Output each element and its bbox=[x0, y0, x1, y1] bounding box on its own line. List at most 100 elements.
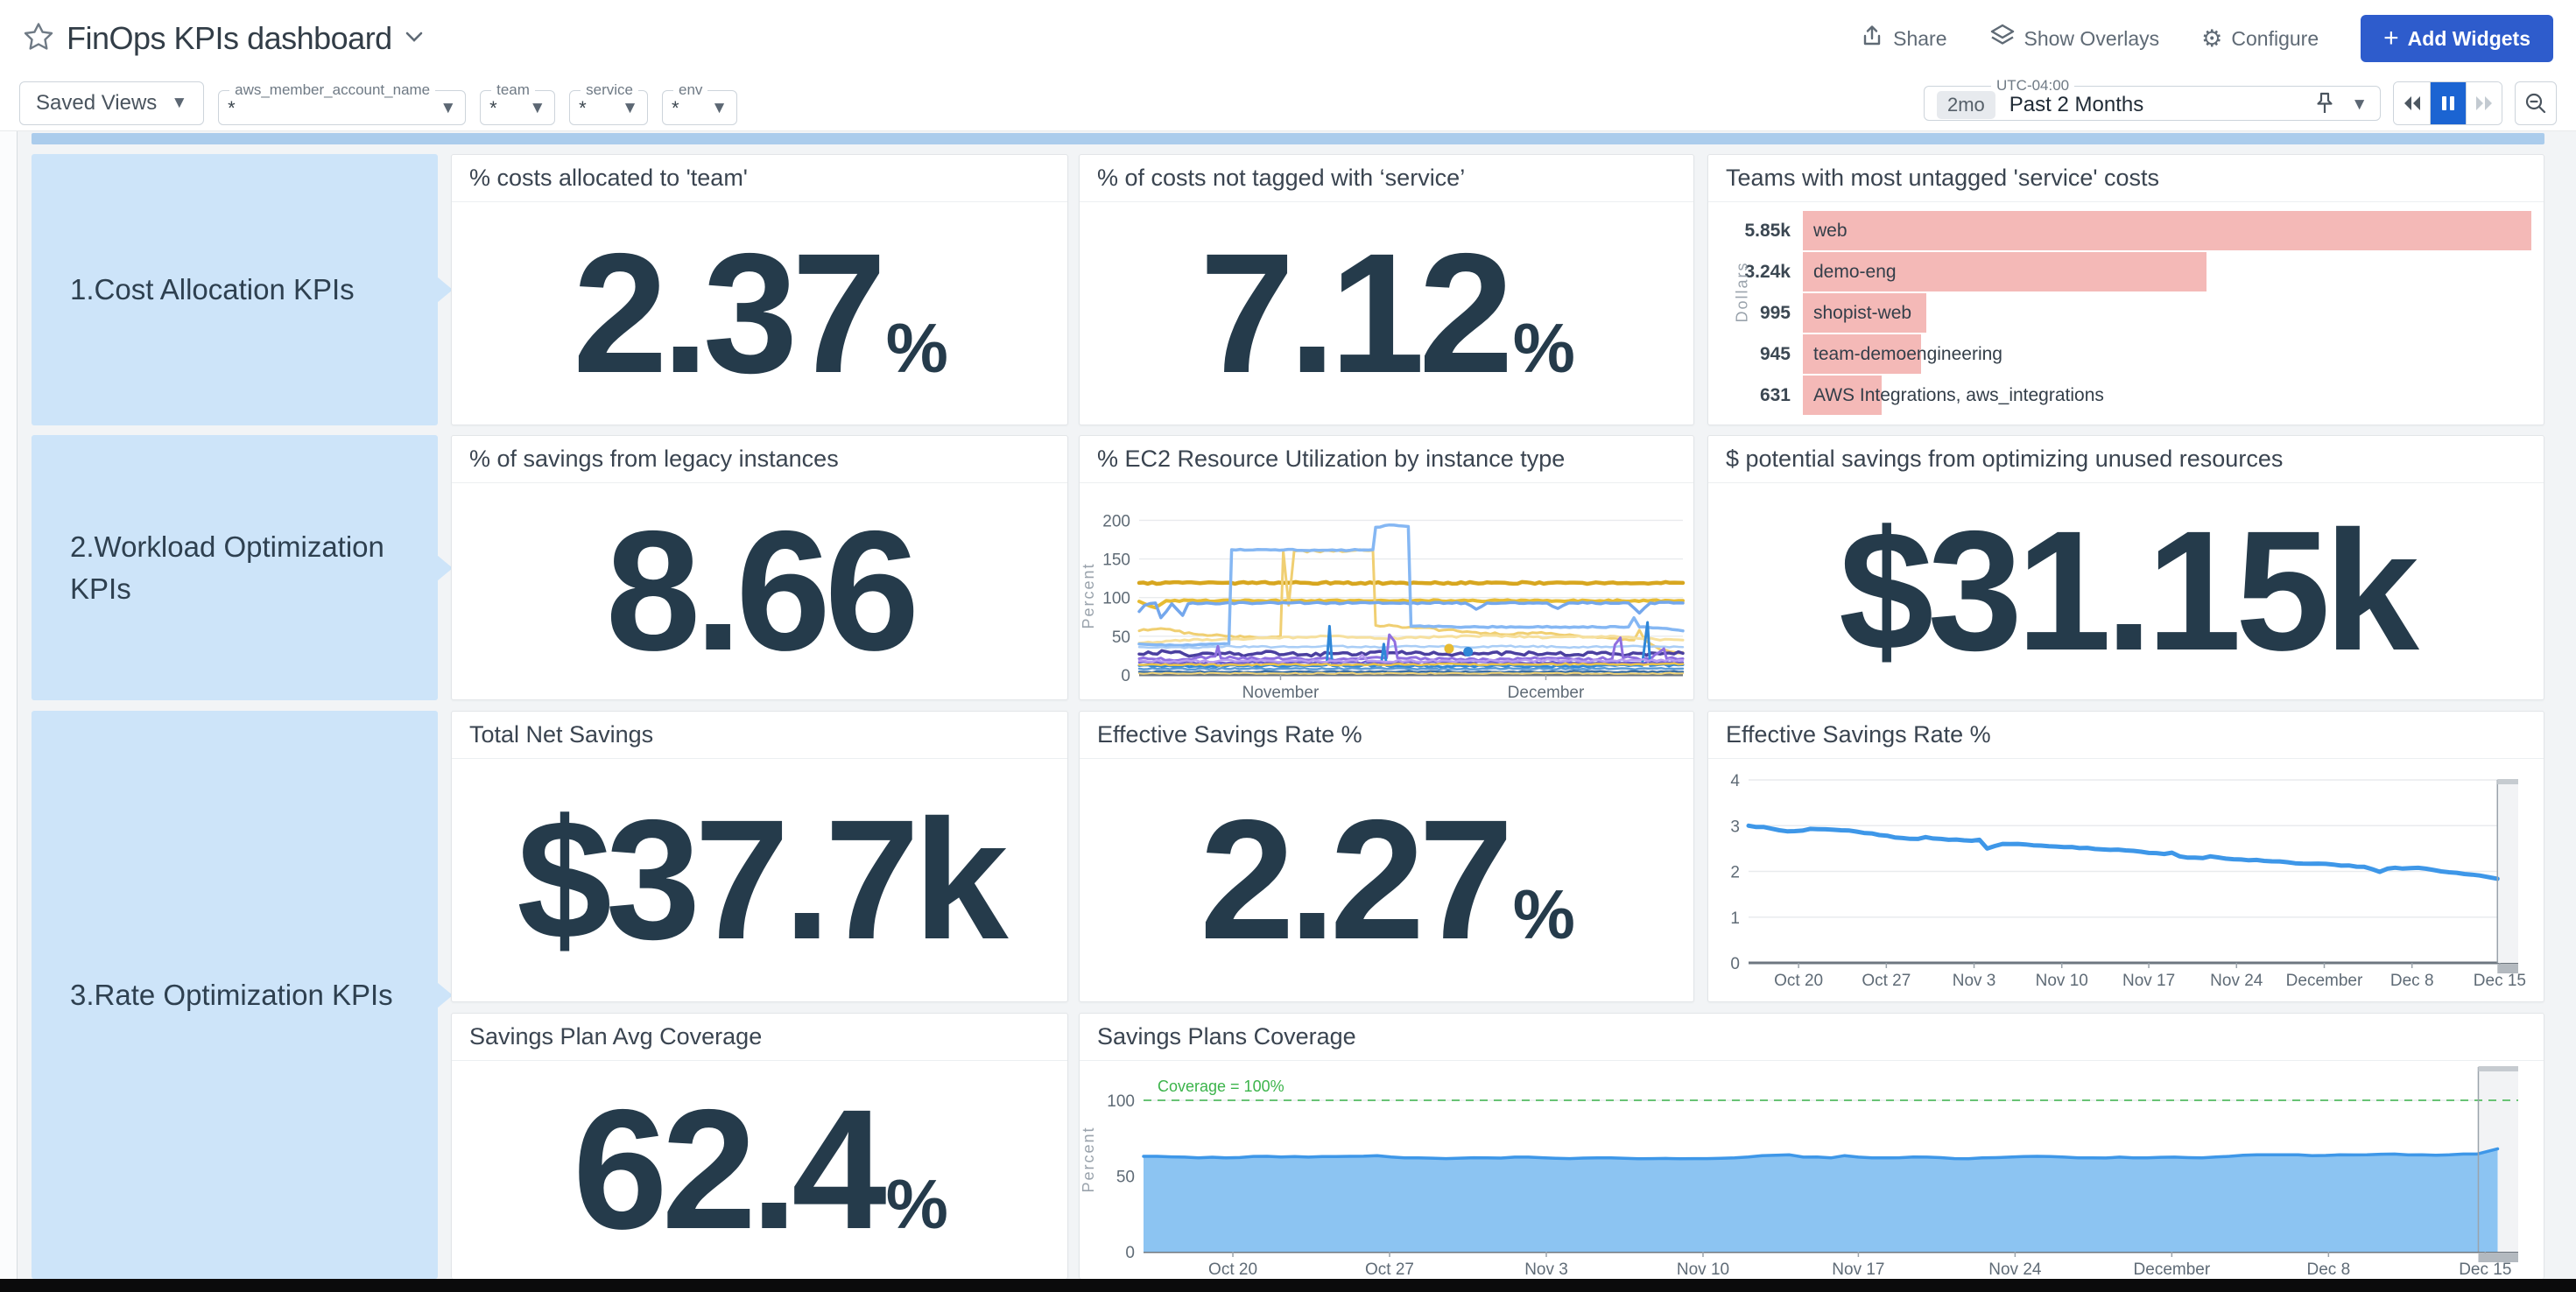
svg-text:0: 0 bbox=[1125, 1244, 1135, 1262]
toplist-row[interactable]: 995 shopist-web bbox=[1708, 293, 2531, 333]
section-note-rate-optimization: 3.Rate Optimization KPIs bbox=[32, 711, 453, 1279]
scrolled-note-edge bbox=[32, 133, 2544, 144]
template-variable-filter[interactable]: aws_member_account_name * ▼ bbox=[218, 81, 467, 125]
svg-text:1: 1 bbox=[1730, 909, 1740, 928]
query-value: 8.66 bbox=[605, 495, 920, 686]
page-title: FinOps KPIs dashboard bbox=[67, 20, 392, 56]
toplist-row[interactable]: 945 team-demoengineering bbox=[1708, 334, 2531, 374]
toplist-track: shopist-web bbox=[1803, 293, 2531, 333]
widget-total-net-savings[interactable]: Total Net Savings $37.7k bbox=[451, 711, 1068, 1002]
chevron-down-icon: ▼ bbox=[440, 99, 457, 117]
widget-title: Teams with most untagged 'service' costs bbox=[1708, 155, 2544, 202]
toplist-bar bbox=[1803, 293, 1927, 333]
show-overlays-button[interactable]: Show Overlays bbox=[1989, 23, 2159, 54]
star-icon[interactable] bbox=[23, 21, 54, 57]
pin-icon[interactable] bbox=[2314, 92, 2335, 119]
query-value: 7.12% bbox=[1200, 217, 1575, 409]
pause-button[interactable] bbox=[2430, 82, 2466, 124]
widget-sp-avg-coverage[interactable]: Savings Plan Avg Coverage 62.4% bbox=[451, 1013, 1068, 1279]
timeseries-chart: 0 1 2 3 4 Oct 20 Oct 27 Nov 3 Nov 10 Nov 17 Nov 24… bbox=[1708, 759, 2544, 1001]
widget-title: $ potential savings from optimizing unus… bbox=[1708, 436, 2544, 483]
template-variable-filter[interactable]: team * ▼ bbox=[480, 81, 556, 125]
share-button[interactable]: Share bbox=[1860, 24, 1947, 53]
svg-text:Dec 15: Dec 15 bbox=[2474, 972, 2526, 990]
widget-teams-untagged-toplist[interactable]: Teams with most untagged 'service' costs… bbox=[1707, 154, 2544, 425]
filter-value: * bbox=[489, 97, 497, 119]
widget-title: Savings Plans Coverage bbox=[1080, 1014, 2544, 1061]
svg-text:Nov 10: Nov 10 bbox=[1677, 1260, 1729, 1279]
widget-esr-trend[interactable]: Effective Savings Rate % 0 1 2 3 4 Oct 20 Oct … bbox=[1707, 711, 2544, 1002]
toplist-row[interactable]: 3.24k demo-eng bbox=[1708, 252, 2531, 291]
toplist-track: web bbox=[1803, 211, 2531, 250]
widget-title: % EC2 Resource Utilization by instance t… bbox=[1080, 436, 1693, 483]
widget-sp-coverage-chart[interactable]: Savings Plans Coverage 0 50 100 Coverage = … bbox=[1079, 1013, 2544, 1279]
time-playback-controls bbox=[2393, 81, 2502, 125]
toplist-row[interactable]: 631 AWS Integrations, aws_integrations bbox=[1708, 376, 2531, 415]
toplist-value: 631 bbox=[1759, 384, 1791, 405]
widget-ec2-utilization[interactable]: % EC2 Resource Utilization by instance t… bbox=[1079, 435, 1694, 700]
svg-text:Dec 15: Dec 15 bbox=[2459, 1260, 2511, 1279]
time-forward-button[interactable] bbox=[2466, 82, 2502, 124]
time-backward-button[interactable] bbox=[2394, 82, 2430, 124]
widget-legacy-savings[interactable]: % of savings from legacy instances 8.66 bbox=[451, 435, 1068, 700]
header-actions: Share Show Overlays ⚙ Configure + Add Wi… bbox=[1860, 15, 2553, 62]
add-widgets-button[interactable]: + Add Widgets bbox=[2361, 15, 2553, 62]
toplist-bar bbox=[1803, 376, 1882, 415]
svg-text:Nov 24: Nov 24 bbox=[2210, 972, 2263, 990]
toplist-bar bbox=[1803, 334, 1921, 374]
svg-text:Coverage = 100%: Coverage = 100% bbox=[1158, 1078, 1284, 1095]
svg-text:50: 50 bbox=[1116, 1169, 1135, 1187]
filter-label: env bbox=[678, 81, 703, 98]
svg-text:Oct 27: Oct 27 bbox=[1365, 1260, 1414, 1279]
widget-title: Total Net Savings bbox=[452, 712, 1067, 759]
filter-value: * bbox=[579, 97, 587, 119]
query-value: 62.4% bbox=[573, 1074, 948, 1265]
toplist-track: team-demoengineering bbox=[1803, 334, 2531, 374]
title-group: FinOps KPIs dashboard bbox=[23, 20, 424, 57]
toplist-ylabel: Dollars bbox=[1733, 261, 1751, 323]
zoom-out-button[interactable] bbox=[2515, 81, 2557, 125]
timeseries-chart: 0 50 100 150 200 November December Percent bbox=[1080, 483, 1693, 699]
svg-text:Nov 3: Nov 3 bbox=[1524, 1260, 1568, 1279]
title-chevron-down-icon[interactable] bbox=[405, 31, 424, 47]
toplist-value: 945 bbox=[1759, 343, 1791, 364]
widget-potential-savings[interactable]: $ potential savings from optimizing unus… bbox=[1707, 435, 2544, 700]
toplist-bar bbox=[1803, 252, 2206, 291]
svg-text:Dec 8: Dec 8 bbox=[2307, 1260, 2351, 1279]
time-range-picker[interactable]: UTC-04:00 2mo Past 2 Months ▼ bbox=[1924, 77, 2381, 121]
filter-value: * bbox=[671, 97, 679, 119]
widget-title: % costs allocated to 'team' bbox=[452, 155, 1067, 202]
time-chevron-down-icon[interactable]: ▼ bbox=[2351, 95, 2368, 114]
dashboard-grid: 1.Cost Allocation KPIs 2.Workload Optimi… bbox=[0, 131, 2576, 1292]
widget-title: Effective Savings Rate % bbox=[1708, 712, 2544, 759]
share-icon bbox=[1860, 24, 1884, 53]
toplist-track: AWS Integrations, aws_integrations bbox=[1803, 376, 2531, 415]
svg-text:November: November bbox=[1242, 684, 1320, 699]
filter-value: * bbox=[228, 97, 236, 119]
svg-text:Oct 27: Oct 27 bbox=[1862, 972, 1911, 990]
left-gutter bbox=[0, 131, 18, 1279]
toplist-row[interactable]: 5.85k web bbox=[1708, 211, 2531, 250]
saved-views-dropdown[interactable]: Saved Views ▼ bbox=[19, 81, 205, 125]
widget-esr-value[interactable]: Effective Savings Rate % 2.27% bbox=[1079, 711, 1694, 1002]
widget-pct-costs-service[interactable]: % of costs not tagged with ‘service’ 7.1… bbox=[1079, 154, 1694, 425]
toplist-label: web bbox=[1813, 221, 1848, 241]
toplist-value: 3.24k bbox=[1744, 261, 1791, 282]
svg-text:Dec 8: Dec 8 bbox=[2390, 972, 2434, 990]
widget-pct-costs-team[interactable]: % costs allocated to 'team' 2.37% bbox=[451, 154, 1068, 425]
widget-title: % of costs not tagged with ‘service’ bbox=[1080, 155, 1693, 202]
chevron-down-icon: ▼ bbox=[622, 99, 638, 117]
toplist-value: 995 bbox=[1759, 302, 1791, 323]
toplist-value: 5.85k bbox=[1744, 220, 1791, 241]
svg-text:100: 100 bbox=[1107, 1092, 1135, 1111]
svg-text:Percent: Percent bbox=[1080, 1126, 1097, 1192]
chevron-down-icon: ▼ bbox=[171, 94, 188, 112]
template-variable-filter[interactable]: service * ▼ bbox=[569, 81, 648, 125]
template-variable-filter[interactable]: env * ▼ bbox=[661, 81, 737, 125]
svg-text:Oct 20: Oct 20 bbox=[1208, 1260, 1257, 1279]
configure-button[interactable]: ⚙ Configure bbox=[2201, 25, 2319, 52]
svg-text:2: 2 bbox=[1730, 864, 1740, 882]
widget-title: Effective Savings Rate % bbox=[1080, 712, 1693, 759]
time-controls: UTC-04:00 2mo Past 2 Months ▼ bbox=[1924, 77, 2557, 125]
chevron-down-icon: ▼ bbox=[529, 99, 546, 117]
